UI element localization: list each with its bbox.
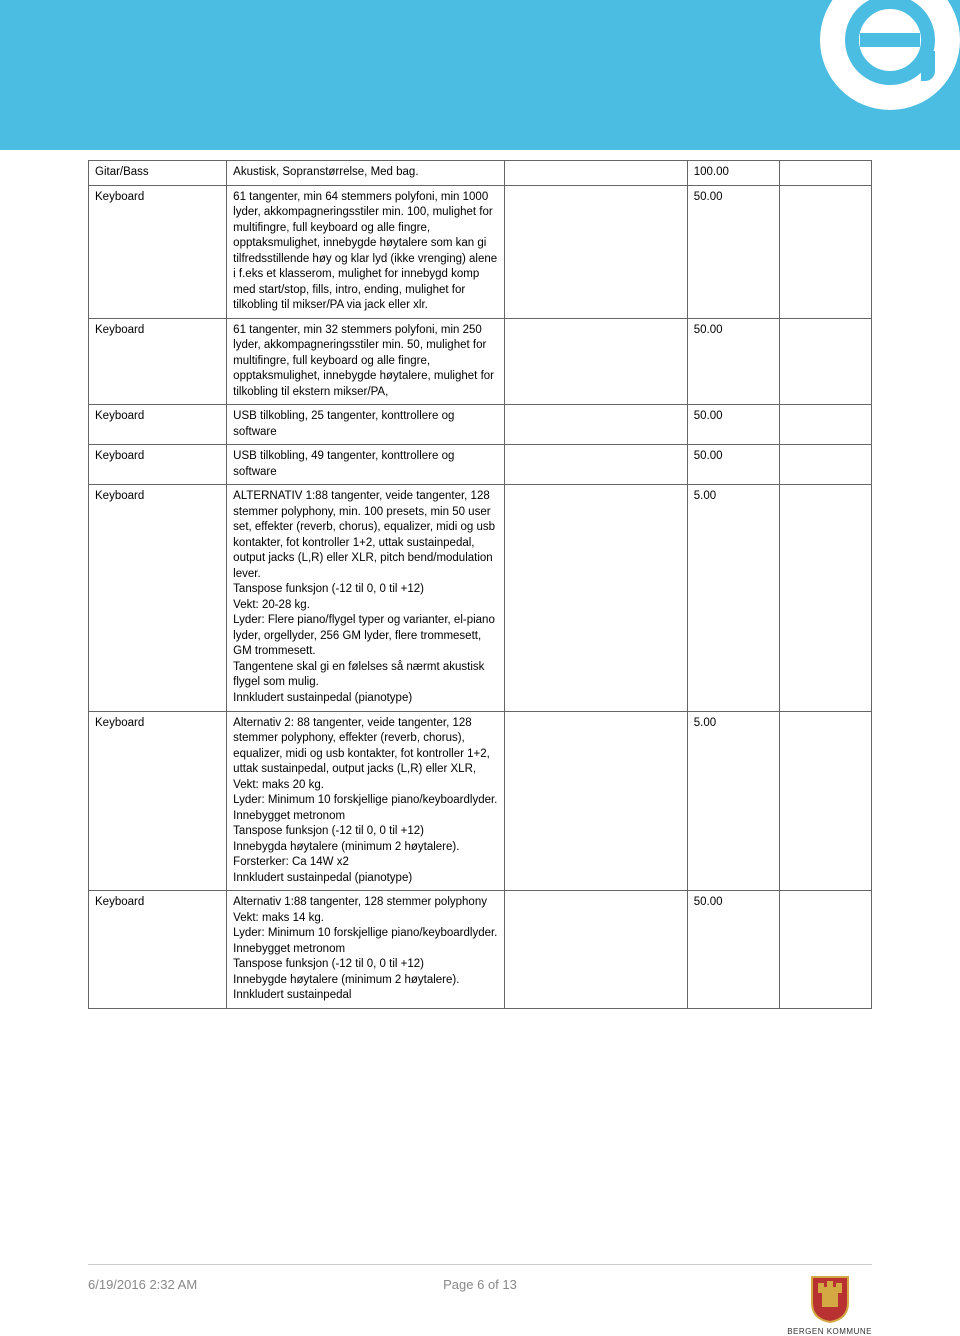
table-row: KeyboardAlternativ 2: 88 tangenter, veid…	[89, 711, 872, 891]
table-row: KeyboardUSB tilkobling, 25 tangenter, ko…	[89, 405, 872, 445]
header-banner	[0, 0, 960, 150]
cell-blank	[504, 485, 687, 711]
cell-price: 50.00	[687, 318, 779, 405]
cell-price: 50.00	[687, 405, 779, 445]
cell-blank	[779, 161, 871, 186]
cell-blank	[504, 185, 687, 318]
footer-logo: BERGEN KOMMUNE	[787, 1273, 872, 1336]
cell-blank	[779, 318, 871, 405]
cell-description: Alternativ 2: 88 tangenter, veide tangen…	[227, 711, 504, 891]
cell-price: 50.00	[687, 445, 779, 485]
cell-blank	[504, 891, 687, 1009]
content-area: Gitar/BassAkustisk, Sopranstørrelse, Med…	[0, 150, 960, 1009]
table-row: KeyboardAlternativ 1:88 tangenter, 128 s…	[89, 891, 872, 1009]
logo-circle	[820, 0, 960, 110]
cell-category: Keyboard	[89, 891, 227, 1009]
table-row: KeyboardUSB tilkobling, 49 tangenter, ko…	[89, 445, 872, 485]
cell-blank	[779, 711, 871, 891]
cell-category: Keyboard	[89, 485, 227, 711]
crest-icon	[808, 1273, 852, 1323]
cell-description: USB tilkobling, 25 tangenter, konttrolle…	[227, 405, 504, 445]
cell-blank	[504, 161, 687, 186]
cell-blank	[779, 185, 871, 318]
cell-blank	[504, 445, 687, 485]
cell-description: ALTERNATIV 1:88 tangenter, veide tangent…	[227, 485, 504, 711]
cell-blank	[504, 318, 687, 405]
page-footer: 6/19/2016 2:32 AM Page 6 of 13 BERGEN KO…	[88, 1264, 872, 1292]
table-row: KeyboardALTERNATIV 1:88 tangenter, veide…	[89, 485, 872, 711]
spec-table: Gitar/BassAkustisk, Sopranstørrelse, Med…	[88, 160, 872, 1009]
cell-category: Keyboard	[89, 405, 227, 445]
logo-e-icon	[845, 0, 935, 85]
cell-blank	[779, 485, 871, 711]
cell-description: Akustisk, Sopranstørrelse, Med bag.	[227, 161, 504, 186]
cell-blank	[504, 711, 687, 891]
cell-description: 61 tangenter, min 32 stemmers polyfoni, …	[227, 318, 504, 405]
footer-page-number: Page 6 of 13	[443, 1277, 517, 1292]
cell-category: Keyboard	[89, 185, 227, 318]
cell-price: 50.00	[687, 185, 779, 318]
cell-blank	[504, 405, 687, 445]
cell-description: Alternativ 1:88 tangenter, 128 stemmer p…	[227, 891, 504, 1009]
footer-timestamp: 6/19/2016 2:32 AM	[88, 1277, 197, 1292]
cell-blank	[779, 891, 871, 1009]
cell-price: 50.00	[687, 891, 779, 1009]
cell-price: 100.00	[687, 161, 779, 186]
cell-description: 61 tangenter, min 64 stemmers polyfoni, …	[227, 185, 504, 318]
cell-blank	[779, 445, 871, 485]
cell-blank	[779, 405, 871, 445]
table-row: Keyboard 61 tangenter, min 32 stemmers p…	[89, 318, 872, 405]
cell-price: 5.00	[687, 485, 779, 711]
table-row: Keyboard61 tangenter, min 64 stemmers po…	[89, 185, 872, 318]
table-row: Gitar/BassAkustisk, Sopranstørrelse, Med…	[89, 161, 872, 186]
cell-price: 5.00	[687, 711, 779, 891]
cell-category: Gitar/Bass	[89, 161, 227, 186]
cell-description: USB tilkobling, 49 tangenter, konttrolle…	[227, 445, 504, 485]
cell-category: Keyboard	[89, 445, 227, 485]
cell-category: Keyboard	[89, 711, 227, 891]
cell-category: Keyboard	[89, 318, 227, 405]
